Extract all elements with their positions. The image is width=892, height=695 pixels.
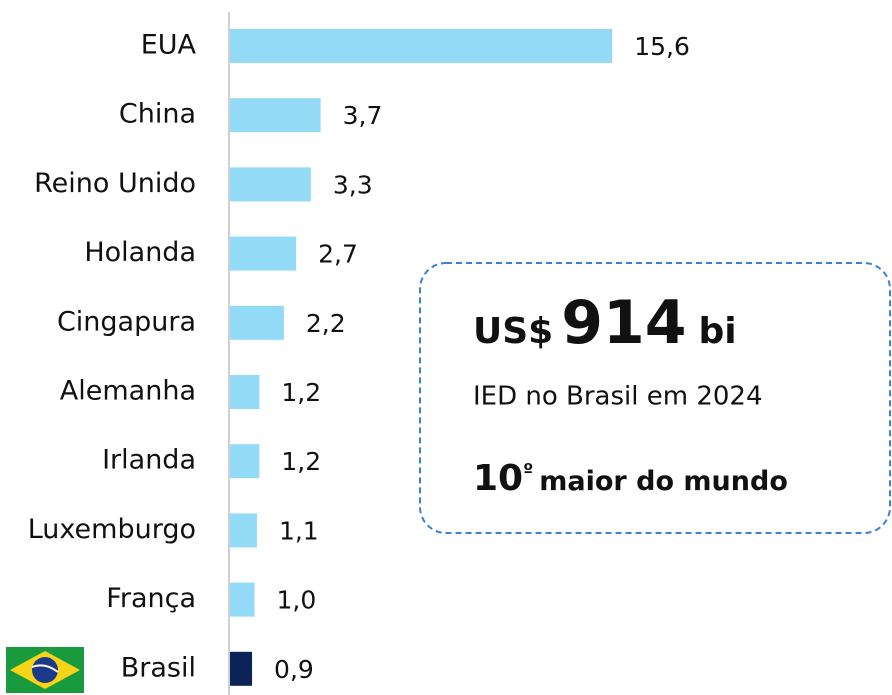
bar — [230, 582, 255, 617]
category-label: EUA — [141, 30, 197, 61]
bar — [230, 444, 260, 479]
category-label: China — [119, 99, 196, 130]
bar — [230, 29, 613, 63]
rank-suffix: º — [523, 460, 533, 481]
rank-text: maior do mundo — [539, 466, 788, 497]
callout-currency: US$ — [473, 311, 553, 352]
bar — [230, 236, 297, 271]
brazil-flag — [6, 647, 84, 693]
value-label: 1,2 — [281, 378, 321, 407]
value-label: 2,2 — [306, 309, 346, 338]
bar — [230, 375, 260, 409]
value-label: 3,3 — [333, 170, 373, 199]
callout-box — [419, 262, 891, 534]
value-label: 2,7 — [318, 240, 358, 269]
callout-headline: US$ 914 bi — [473, 288, 737, 358]
callout-unit: bi — [698, 311, 736, 352]
value-label: 15,6 — [634, 32, 690, 61]
value-label: 3,7 — [343, 101, 383, 130]
bar — [230, 305, 284, 340]
value-label: 1,1 — [279, 516, 319, 545]
bar — [230, 98, 321, 133]
category-label: Alemanha — [60, 376, 196, 407]
category-label: Irlanda — [102, 445, 196, 476]
value-label: 0,9 — [274, 655, 314, 684]
value-label: 1,2 — [281, 447, 321, 476]
category-label: Holanda — [84, 237, 196, 268]
bar — [230, 167, 311, 202]
category-label: Luxemburgo — [28, 514, 196, 545]
bar — [230, 651, 253, 686]
category-label: Cingapura — [57, 306, 196, 337]
callout-subtitle: IED no Brasil em 2024 — [473, 382, 763, 412]
bar — [230, 513, 257, 548]
flag-globe — [32, 657, 58, 683]
callout-amount: 914 — [561, 288, 686, 358]
flag-band — [31, 664, 59, 673]
value-label: 1,0 — [277, 586, 317, 615]
category-label: Brasil — [121, 652, 196, 683]
category-label: Reino Unido — [34, 168, 196, 199]
category-label: França — [106, 583, 196, 614]
rank-number: 10 — [473, 458, 523, 499]
callout-rank: 10º maior do mundo — [473, 458, 788, 499]
